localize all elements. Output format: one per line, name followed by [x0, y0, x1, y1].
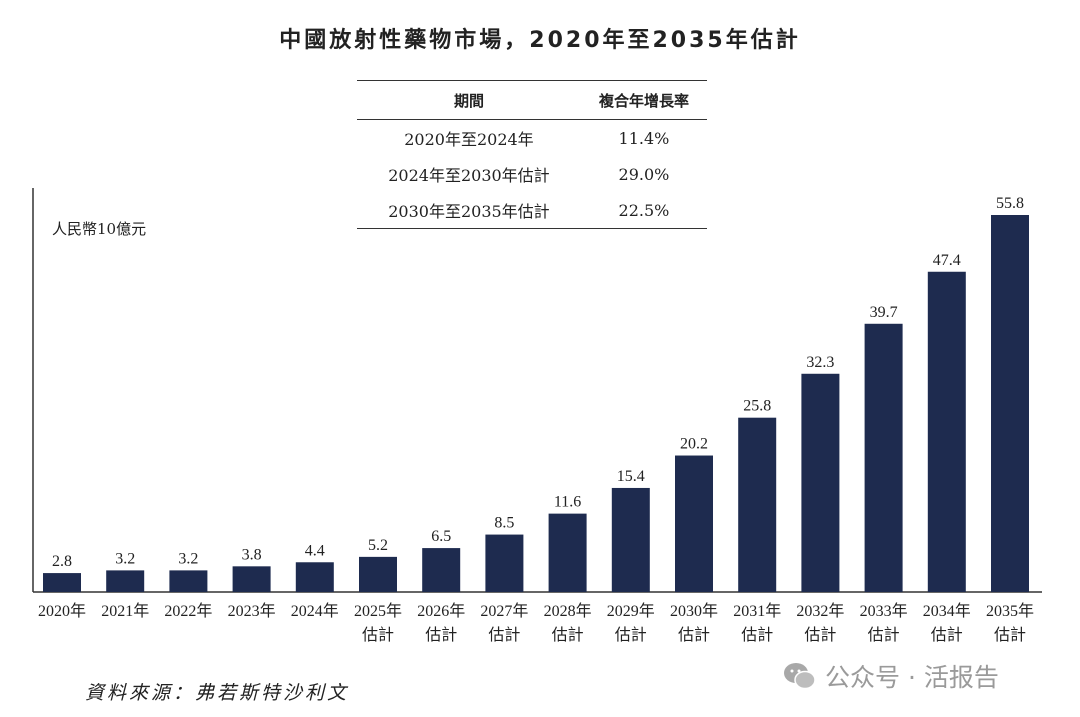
bar	[801, 373, 840, 592]
x-tick-sublabel: 估計	[741, 626, 773, 644]
x-tick-sublabel: 估計	[552, 626, 584, 644]
x-tick-label: 2026年	[417, 602, 465, 620]
bar	[295, 562, 334, 592]
bar	[864, 323, 903, 592]
x-tick-sublabel: 估計	[488, 626, 520, 644]
cagr-period: 2020年至2024年	[404, 130, 534, 149]
data-label: 3.8	[242, 546, 262, 563]
cagr-row: 2020年至2024年 11.4%	[357, 120, 707, 157]
cagr-rate: 29.0%	[618, 164, 670, 184]
x-tick-label: 2034年	[923, 602, 971, 620]
cagr-period: 2030年至2035年估計	[357, 192, 581, 229]
bar	[485, 534, 524, 592]
bar	[675, 455, 713, 592]
cagr-period: 2024年至2030年估計	[388, 166, 550, 185]
x-tick-sublabel: 估計	[425, 626, 457, 644]
data-label: 32.3	[806, 354, 834, 371]
bar	[548, 513, 587, 592]
data-label: 25.8	[743, 398, 771, 415]
bar	[169, 570, 208, 592]
data-label: 3.2	[178, 550, 198, 567]
x-tick-sublabel: 估計	[615, 626, 647, 644]
data-label: 20.2	[680, 436, 708, 453]
wechat-icon	[784, 663, 816, 690]
x-tick-sublabel: 估計	[678, 626, 710, 644]
x-tick-label: 2027年	[480, 602, 528, 620]
bar	[43, 573, 81, 592]
data-label: 5.2	[368, 537, 388, 554]
bar	[359, 556, 397, 592]
x-tick-label: 2023年	[228, 602, 276, 620]
x-tick-label: 2032年	[796, 602, 844, 620]
data-label: 6.5	[431, 528, 451, 545]
cagr-header-rate: 複合年增長率	[580, 80, 707, 120]
cagr-table: 期間 複合年增長率 2020年至2024年 11.4% 2024年至2030年估計…	[357, 80, 707, 229]
data-label: 4.4	[305, 542, 325, 559]
x-tick-sublabel: 估計	[362, 626, 394, 644]
x-tick-label: 2029年	[607, 602, 655, 620]
x-tick-label: 2035年	[986, 602, 1034, 620]
x-tick-sublabel: 估計	[804, 626, 836, 644]
x-tick-sublabel: 估計	[994, 626, 1026, 644]
x-tick-label: 2025年	[354, 602, 402, 620]
x-tick-label: 2024年	[291, 602, 339, 620]
bar	[991, 215, 1029, 592]
source-note: 資料來源：弗若斯特沙利文	[85, 682, 350, 704]
watermark: 公众号 · 活报告	[783, 658, 999, 694]
x-tick-sublabel: 估計	[931, 626, 963, 644]
x-tick-sublabel: 估計	[868, 626, 900, 644]
cagr-row: 2030年至2035年估計 22.5%	[357, 192, 707, 229]
data-label: 11.6	[554, 494, 581, 511]
data-label: 3.2	[115, 550, 135, 567]
data-label: 39.7	[870, 304, 898, 321]
chart-title: 中國放射性藥物市場，2020年至2035年估計	[279, 28, 801, 53]
watermark-text: 公众号 · 活报告	[825, 663, 999, 692]
x-tick-label: 2022年	[164, 602, 212, 620]
data-label: 15.4	[617, 468, 645, 485]
y-axis-unit-label: 人民幣10億元	[52, 220, 147, 238]
x-tick-label: 2030年	[670, 602, 718, 620]
cagr-rate: 11.4%	[618, 128, 670, 148]
bar	[738, 417, 777, 592]
bar	[232, 566, 271, 592]
bar	[422, 548, 461, 592]
data-label: 8.5	[494, 515, 514, 532]
x-tick-label: 2031年	[733, 602, 781, 620]
cagr-rate: 22.5%	[580, 192, 707, 229]
x-tick-label: 2033年	[860, 602, 908, 620]
x-tick-label: 2021年	[101, 602, 149, 620]
x-tick-label: 2028年	[544, 602, 592, 620]
bar	[106, 570, 145, 592]
x-tick-label: 2020年	[38, 602, 86, 620]
data-label: 2.8	[52, 553, 72, 570]
bar	[927, 271, 966, 592]
cagr-row: 2024年至2030年估計 29.0%	[357, 156, 707, 192]
data-label: 55.8	[996, 195, 1024, 212]
data-label: 47.4	[933, 252, 961, 269]
cagr-header-period: 期間	[357, 80, 581, 120]
bar	[611, 487, 650, 592]
